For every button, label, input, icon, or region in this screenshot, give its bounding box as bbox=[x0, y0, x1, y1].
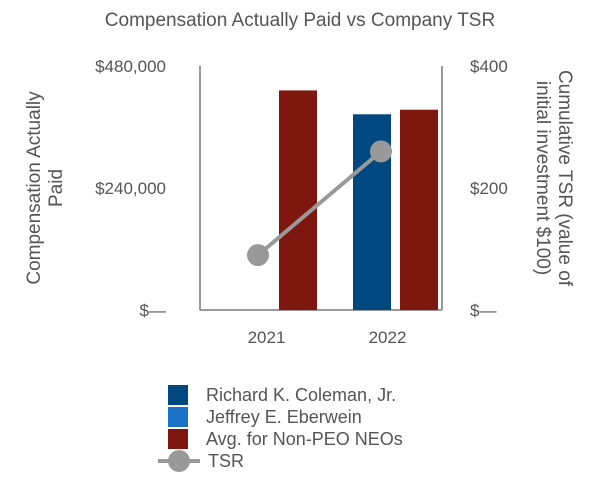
legend-label: Jeffrey E. Eberwein bbox=[206, 406, 362, 427]
left-axis-tick-labels: $— $240,000 $480,000 bbox=[95, 57, 166, 320]
right-axis-tick-labels: $— $200 $400 bbox=[470, 57, 508, 320]
right-tick-label: $400 bbox=[470, 57, 508, 76]
bars bbox=[279, 90, 438, 311]
legend-item: TSR bbox=[158, 450, 403, 472]
legend-label: Avg. for Non-PEO NEOs bbox=[206, 428, 403, 449]
legend-swatch bbox=[168, 407, 188, 427]
legend-item: Jeffrey E. Eberwein bbox=[168, 406, 403, 428]
left-axis-title-line: Paid bbox=[46, 169, 67, 207]
left-tick-label: $— bbox=[140, 301, 166, 320]
legend: Richard K. Coleman, Jr. Jeffrey E. Eberwe… bbox=[158, 384, 403, 472]
tsr-line bbox=[247, 140, 392, 267]
left-axis-title-line: Compensation Actually bbox=[24, 91, 45, 285]
legend-swatch bbox=[168, 385, 188, 405]
right-tick-label: $200 bbox=[470, 179, 508, 198]
chart-title: Compensation Actually Paid vs Company TS… bbox=[105, 10, 495, 31]
tsr-line-path bbox=[256, 149, 383, 257]
right-tick-label: $— bbox=[470, 301, 496, 320]
left-tick-label: $240,000 bbox=[95, 179, 166, 198]
legend-swatch bbox=[168, 429, 188, 449]
axis-titles: Compensation ActuallyPaid Cumulative TSR … bbox=[24, 70, 575, 287]
x-tick-labels: 2021 2022 bbox=[248, 328, 407, 347]
legend-line-swatch bbox=[158, 450, 200, 472]
tsr-point bbox=[247, 244, 269, 267]
legend-item: Richard K. Coleman, Jr. bbox=[168, 384, 403, 406]
legend-item: Avg. for Non-PEO NEOs bbox=[168, 428, 403, 450]
legend-label: Richard K. Coleman, Jr. bbox=[206, 384, 397, 405]
right-axis-title-line: Cumulative TSR (value of bbox=[554, 70, 575, 287]
x-tick-label: 2021 bbox=[248, 328, 286, 347]
bar bbox=[400, 109, 438, 310]
bar bbox=[279, 90, 317, 311]
right-axis-title-line: initial investment $100) bbox=[532, 81, 553, 275]
legend-label: TSR bbox=[208, 450, 244, 471]
right-axis-title: Cumulative TSR (value ofinitial investme… bbox=[532, 70, 575, 287]
x-tick-label: 2022 bbox=[369, 328, 407, 347]
left-axis-title: Compensation ActuallyPaid bbox=[24, 91, 67, 285]
left-tick-label: $480,000 bbox=[95, 57, 166, 76]
chart: Compensation Actually Paid vs Company TS… bbox=[24, 10, 575, 347]
tsr-point bbox=[370, 140, 392, 163]
